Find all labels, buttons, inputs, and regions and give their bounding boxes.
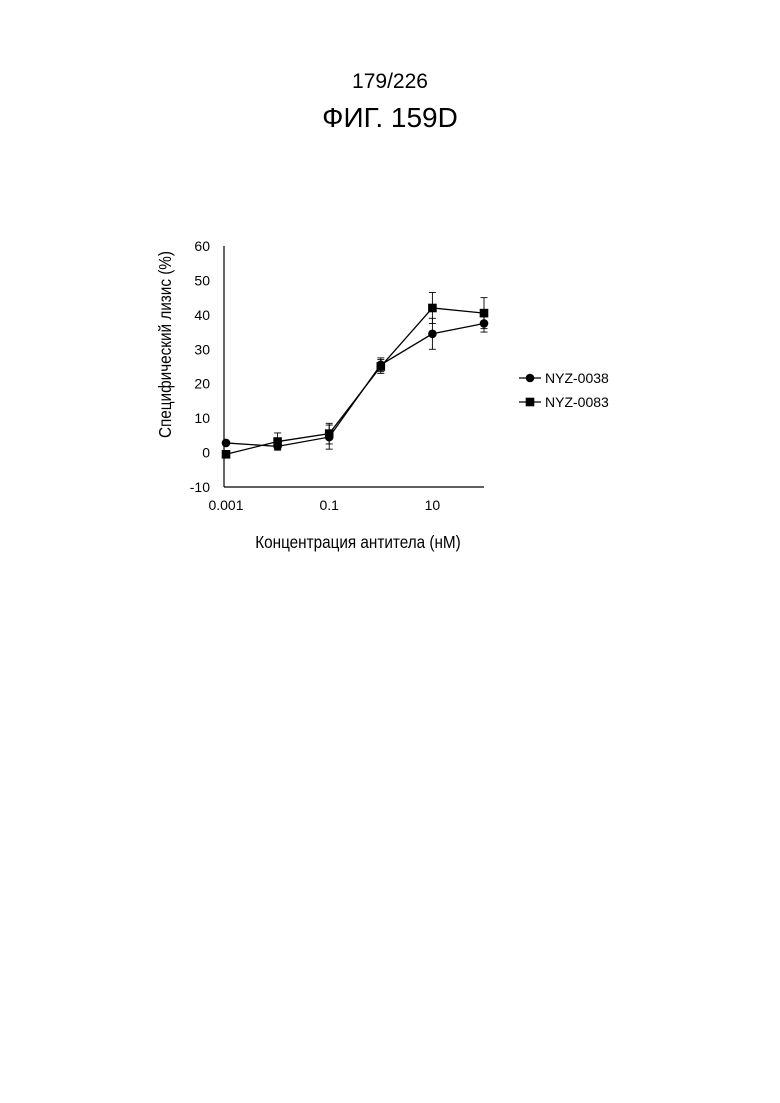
chart-ticks: -10 0 10 20 30 40 50 60 0.001 0.1 10 [190, 238, 441, 513]
data-point-square [377, 362, 386, 371]
y-axis-title: Специфический лизис (%) [155, 251, 175, 438]
chart-axes [224, 246, 484, 487]
legend-label: NYZ-0083 [545, 394, 609, 410]
y-tick-label: 30 [194, 341, 210, 357]
y-tick-label: 50 [194, 272, 210, 288]
x-axis-title: Концентрация антитела (нМ) [255, 532, 461, 552]
y-tick-label: 60 [194, 238, 210, 254]
x-tick-label: 0.1 [319, 497, 339, 513]
series-nyz-0083 [222, 292, 489, 458]
legend-marker-square [526, 398, 535, 407]
series-line [226, 308, 484, 454]
series-nyz-0038 [222, 315, 489, 451]
data-point-square [273, 437, 282, 446]
data-point-square [480, 309, 489, 318]
y-tick-label: 10 [194, 410, 210, 426]
data-point-circle [428, 329, 437, 338]
y-tick-label: 20 [194, 376, 210, 392]
data-point-circle [222, 439, 231, 448]
y-tick-label: -10 [190, 479, 210, 495]
data-point-square [325, 429, 334, 438]
y-tick-label: 40 [194, 307, 210, 323]
chart-legend: NYZ-0038 NYZ-0083 [519, 370, 609, 410]
data-point-square [222, 450, 231, 459]
y-tick-label: 0 [202, 445, 210, 461]
legend-label: NYZ-0038 [545, 370, 609, 386]
series-line [226, 323, 484, 446]
x-tick-label: 10 [425, 497, 441, 513]
x-tick-label: 0.001 [208, 497, 243, 513]
legend-item: NYZ-0083 [519, 394, 609, 410]
data-point-square [428, 304, 437, 313]
legend-item: NYZ-0038 [519, 370, 609, 386]
legend-marker-circle [526, 374, 535, 383]
chart-series [222, 292, 489, 458]
